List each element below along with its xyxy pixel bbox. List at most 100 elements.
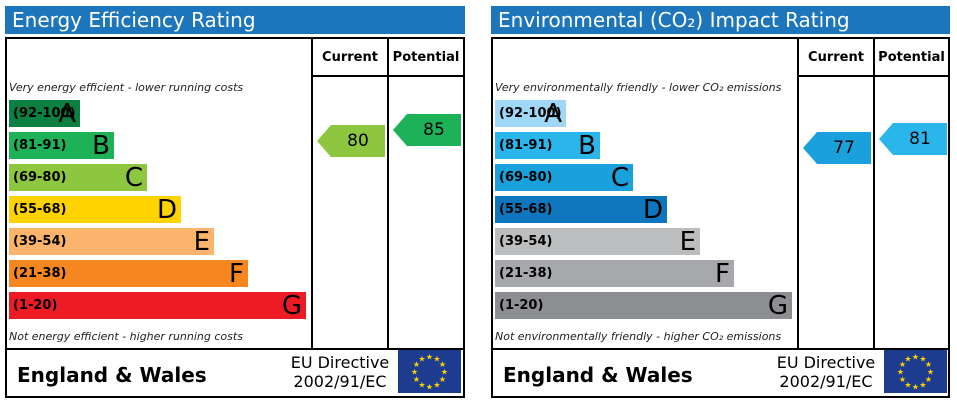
- header-divider: [797, 75, 948, 77]
- eu-star-icon: ★: [411, 368, 418, 377]
- eu-star-icon: ★: [439, 360, 446, 369]
- current-rating-value: 77: [833, 138, 855, 158]
- eu-star-icon: ★: [418, 355, 425, 364]
- chart-frame: Current Potential Very energy efficient …: [5, 37, 465, 398]
- band-range-label: (81-91): [13, 138, 67, 153]
- column-divider: [311, 39, 313, 348]
- eu-star-icon: ★: [433, 381, 440, 390]
- band-range-label: (39-54): [13, 234, 67, 249]
- eu-star-icon: ★: [413, 360, 420, 369]
- band-letter-label: E: [679, 227, 696, 257]
- band-range-label: (69-80): [13, 170, 67, 185]
- column-header-current: Current: [808, 50, 864, 65]
- band-e: (39-54) E: [495, 227, 700, 257]
- band-letter-label: E: [193, 227, 210, 257]
- band-range-label: (81-91): [499, 138, 553, 153]
- eu-star-icon: ★: [418, 381, 425, 390]
- band-range-label: (92-100): [13, 106, 76, 121]
- top-note: Very energy efficient - lower running co…: [9, 81, 244, 94]
- eu-star-icon: ★: [919, 355, 926, 364]
- eu-directive: EU Directive 2002/91/EC: [287, 353, 393, 391]
- eu-star-icon: ★: [426, 383, 433, 392]
- arrow-shape: [803, 132, 871, 164]
- footer-divider: [7, 348, 463, 350]
- band-letter-label: G: [281, 291, 302, 321]
- band-range-label: (1-20): [13, 298, 58, 313]
- band-letter-label: A: [58, 99, 76, 129]
- band-letter-label: B: [578, 131, 596, 161]
- eu-star-icon: ★: [413, 375, 420, 384]
- footer-region: England & Wales: [17, 363, 207, 387]
- band-g: (1-20) G: [495, 291, 792, 321]
- band-range-label: (21-38): [499, 266, 553, 281]
- column-divider: [797, 39, 799, 348]
- band-c: (69-80) C: [495, 163, 633, 193]
- eu-star-icon: ★: [897, 368, 904, 377]
- current-rating-value: 80: [347, 131, 369, 151]
- column-divider: [387, 39, 389, 348]
- eu-star-icon: ★: [927, 368, 934, 377]
- band-b: (81-91) B: [495, 131, 600, 161]
- bottom-note: Not energy efficient - higher running co…: [9, 330, 243, 343]
- chart-title: Environmental (CO₂) Impact Rating: [491, 6, 950, 34]
- band-letter-label: F: [715, 259, 730, 289]
- potential-rating-arrow: 81: [879, 123, 947, 155]
- energy-efficiency-chart: Energy Efficiency Rating Current Potenti…: [5, 6, 465, 398]
- eu-directive-line2: 2002/91/EC: [779, 372, 873, 391]
- band-range-label: (21-38): [13, 266, 67, 281]
- bottom-note: Not environmentally friendly - higher CO…: [495, 330, 782, 343]
- band-range-label: (55-68): [13, 202, 67, 217]
- band-f: (21-38) F: [9, 259, 248, 289]
- band-f: (21-38) F: [495, 259, 734, 289]
- band-letter-label: G: [767, 291, 788, 321]
- eu-star-icon: ★: [925, 375, 932, 384]
- potential-rating-value: 81: [909, 129, 931, 149]
- potential-rating-arrow: 85: [393, 114, 461, 146]
- eu-star-icon: ★: [426, 353, 433, 362]
- column-header-current: Current: [322, 50, 378, 65]
- eu-star-icon: ★: [912, 353, 919, 362]
- current-rating-arrow: 77: [803, 132, 871, 164]
- top-note: Very environmentally friendly - lower CO…: [495, 81, 782, 94]
- eu-directive: EU Directive 2002/91/EC: [773, 353, 879, 391]
- band-letter-label: A: [544, 99, 562, 129]
- band-range-label: (92-100): [499, 106, 562, 121]
- band-letter-label: C: [124, 163, 143, 193]
- band-range-label: (55-68): [499, 202, 553, 217]
- arrow-shape: [879, 123, 947, 155]
- chart-title: Energy Efficiency Rating: [5, 6, 465, 34]
- eu-star-icon: ★: [904, 381, 911, 390]
- eu-flag-icon: ★ ★ ★ ★ ★ ★ ★ ★ ★ ★ ★ ★: [884, 350, 947, 393]
- header-divider: [311, 75, 463, 77]
- band-g: (1-20) G: [9, 291, 306, 321]
- band-letter-label: F: [229, 259, 244, 289]
- eu-star-icon: ★: [925, 360, 932, 369]
- arrow-shape: [393, 114, 461, 146]
- eu-directive-line2: 2002/91/EC: [293, 372, 387, 391]
- band-a: (92-100) A: [9, 99, 80, 129]
- column-header-potential: Potential: [392, 50, 460, 65]
- eu-star-icon: ★: [899, 375, 906, 384]
- chart-frame: Current Potential Very environmentally f…: [491, 37, 950, 398]
- eu-star-icon: ★: [904, 355, 911, 364]
- band-d: (55-68) D: [9, 195, 181, 225]
- eu-star-icon: ★: [912, 383, 919, 392]
- eu-star-icon: ★: [899, 360, 906, 369]
- eu-star-icon: ★: [919, 381, 926, 390]
- footer-divider: [493, 348, 948, 350]
- current-rating-arrow: 80: [317, 125, 385, 157]
- band-letter-label: B: [92, 131, 110, 161]
- eu-directive-line1: EU Directive: [776, 353, 876, 372]
- eu-star-icon: ★: [441, 368, 448, 377]
- eu-star-icon: ★: [433, 355, 440, 364]
- potential-rating-value: 85: [423, 120, 445, 140]
- band-letter-label: D: [156, 195, 177, 225]
- column-divider: [873, 39, 875, 348]
- band-a: (92-100) A: [495, 99, 566, 129]
- band-e: (39-54) E: [9, 227, 214, 257]
- band-range-label: (1-20): [499, 298, 544, 313]
- eu-flag-icon: ★ ★ ★ ★ ★ ★ ★ ★ ★ ★ ★ ★: [398, 350, 461, 393]
- band-b: (81-91) B: [9, 131, 114, 161]
- band-letter-label: D: [642, 195, 663, 225]
- band-letter-label: C: [610, 163, 629, 193]
